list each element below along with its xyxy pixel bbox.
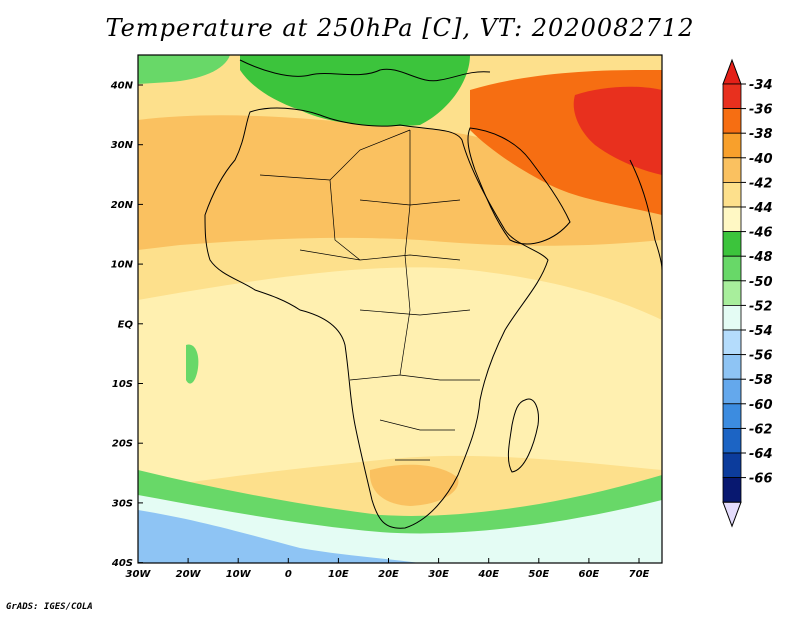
colorbar-swatch — [722, 477, 742, 503]
colorbar-under-arrow — [722, 501, 742, 528]
lon-tick-label: 30E — [428, 569, 449, 580]
map-frame — [137, 54, 663, 564]
colorbar-swatch — [722, 157, 742, 183]
lat-tick-label: 30N — [111, 140, 134, 151]
coastlines — [204, 59, 662, 529]
colorbar-label: -34 — [749, 78, 773, 93]
longitude-axis: 30W 20W 10W 0 10E 20E 30E 40E 50E 60E 70E — [126, 558, 650, 580]
lon-tick-label: 60E — [579, 569, 600, 580]
colorbar-label: -58 — [749, 373, 773, 388]
lon-tick-label: 20E — [378, 569, 399, 580]
lon-tick-label: 10E — [328, 569, 349, 580]
lat-tick-label: 20S — [112, 439, 133, 450]
colorbar-swatch — [722, 280, 742, 306]
field-northwest-cool — [138, 55, 230, 84]
lon-tick-label: 10W — [226, 569, 252, 580]
colorbar-label: -38 — [749, 127, 773, 142]
field-south-cool-3 — [138, 510, 420, 563]
colorbar-label: -48 — [749, 250, 773, 265]
madagascar-coastline — [507, 398, 539, 473]
latitude-axis: 40N 30N 20N 10N EQ 10S 20S 30S 40S — [110, 81, 143, 569]
colorbar-swatch — [722, 132, 742, 159]
colorbar-swatch — [722, 304, 742, 331]
colorbar-swatch — [722, 231, 742, 257]
colorbar-label: -42 — [749, 176, 773, 191]
colorbar: -34 -36 -38 -40 -42 -44 -46 -48 -50 -52 -54 -56 -58 -… — [722, 58, 773, 528]
colorbar-swatch — [722, 329, 742, 356]
colorbar-swatch — [722, 206, 742, 233]
colorbar-swatch — [722, 354, 742, 380]
colorbar-swatch — [722, 403, 742, 429]
chart-title: Temperature at 250hPa [C], VT: 202008271… — [105, 14, 695, 42]
field-sahara-band — [138, 115, 662, 250]
arabia-coastline — [467, 127, 571, 245]
lat-tick-label: EQ — [118, 319, 134, 330]
colorbar-swatch — [722, 181, 742, 208]
field-tropics — [138, 267, 662, 490]
africa-coastline — [204, 107, 549, 529]
colorbar-label: -54 — [749, 324, 773, 339]
country-borders — [259, 129, 480, 461]
lat-tick-label: 20N — [111, 200, 134, 211]
field-atlantic-patch — [186, 344, 199, 384]
colorbar-swatch — [722, 108, 742, 134]
lat-tick-label: 10S — [112, 379, 133, 390]
colorbar-swatch — [722, 427, 742, 454]
lat-tick-label: 10N — [111, 260, 134, 271]
lon-tick-label: 20W — [176, 569, 202, 580]
lat-tick-label: 40S — [111, 558, 133, 569]
colorbar-swatch — [722, 452, 742, 479]
colorbar-label: -40 — [749, 152, 773, 167]
colorbar-swatch — [722, 83, 742, 110]
footer-credit: GrADS: IGES/COLA — [6, 602, 93, 612]
lon-tick-label: 50E — [528, 569, 549, 580]
field-iran-core — [573, 86, 662, 175]
colorbar-label: -62 — [749, 422, 773, 437]
colorbar-label: -52 — [749, 299, 773, 314]
lat-tick-label: 40N — [110, 81, 134, 92]
lon-tick-label: 30W — [126, 569, 152, 580]
colorbar-label: -64 — [749, 447, 773, 462]
colorbar-label: -46 — [749, 226, 773, 241]
field-southern-africa-warm — [369, 464, 459, 506]
colorbar-swatch — [722, 255, 742, 282]
colorbar-swatch — [722, 378, 742, 405]
colorbar-label: -60 — [749, 398, 773, 413]
colorbar-over-arrow — [722, 58, 742, 85]
temperature-field — [138, 55, 662, 563]
india-coastline — [629, 159, 662, 271]
europe-coastline — [239, 59, 491, 82]
lon-tick-label: 40E — [477, 569, 499, 580]
field-mediterranean-cool — [240, 55, 470, 127]
colorbar-label: -36 — [749, 103, 773, 118]
lon-tick-label: 0 — [285, 569, 292, 580]
colorbar-label: -44 — [749, 201, 773, 216]
colorbar-label: -56 — [749, 349, 773, 364]
lon-tick-label: 70E — [629, 569, 650, 580]
lat-tick-label: 30S — [112, 498, 133, 509]
colorbar-label: -66 — [749, 472, 773, 487]
colorbar-label: -50 — [749, 275, 773, 290]
